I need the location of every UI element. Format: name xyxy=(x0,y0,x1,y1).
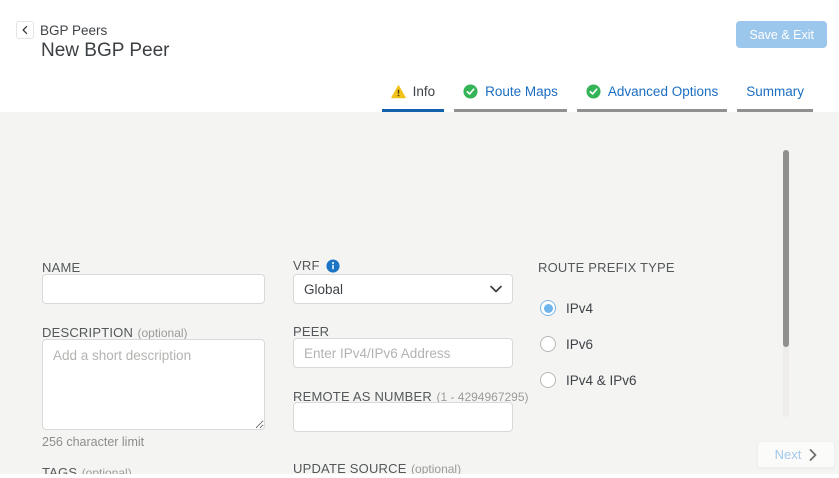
breadcrumb[interactable]: BGP Peers xyxy=(40,23,108,38)
peer-input[interactable] xyxy=(293,338,513,368)
chevron-right-icon xyxy=(809,448,817,461)
bottom-strip xyxy=(0,474,839,478)
page-header: BGP Peers New BGP Peer Save & Exit Info … xyxy=(0,0,839,112)
name-label: NAME xyxy=(42,260,81,275)
info-icon[interactable] xyxy=(326,258,340,273)
chevron-down-icon xyxy=(490,285,502,293)
tab-label: Info xyxy=(412,84,436,99)
check-circle-icon xyxy=(463,84,478,99)
scrollbar-track[interactable] xyxy=(783,150,789,417)
description-helper: 256 character limit xyxy=(42,435,145,449)
update-source-label: UPDATE SOURCE (optional) xyxy=(293,461,462,476)
remote-as-input[interactable] xyxy=(293,402,513,432)
tab-route-maps[interactable]: Route Maps xyxy=(454,84,567,112)
check-circle-icon xyxy=(586,84,601,99)
description-label: DESCRIPTION (optional) xyxy=(42,325,188,340)
peer-label: PEER xyxy=(293,324,330,339)
tab-bar: Info Route Maps Advanced Options Summary xyxy=(381,84,813,112)
vrf-label: VRF xyxy=(293,258,340,273)
tab-advanced-options[interactable]: Advanced Options xyxy=(576,84,728,112)
scrollbar-thumb[interactable] xyxy=(783,150,789,347)
tab-label: Summary xyxy=(746,84,804,99)
next-button[interactable]: Next xyxy=(757,441,835,468)
warning-icon xyxy=(390,84,406,99)
back-button[interactable] xyxy=(16,21,34,39)
tab-label: Route Maps xyxy=(485,84,558,99)
radio-option-ipv6[interactable]: IPv6 xyxy=(540,336,593,352)
radio-option-ipv4[interactable]: IPv4 xyxy=(540,300,593,316)
tab-info[interactable]: Info xyxy=(381,84,445,112)
tab-label: Advanced Options xyxy=(607,84,719,99)
vrf-selected-value: Global xyxy=(304,281,344,297)
radio-button-icon[interactable] xyxy=(540,300,556,316)
radio-button-icon[interactable] xyxy=(540,336,556,352)
vrf-select[interactable]: Global xyxy=(293,274,513,304)
radio-button-icon[interactable] xyxy=(540,372,556,388)
tab-summary[interactable]: Summary xyxy=(737,84,813,112)
save-exit-button[interactable]: Save & Exit xyxy=(736,21,827,48)
form-content: NAME DESCRIPTION (optional) 256 characte… xyxy=(0,112,839,478)
remote-as-label: REMOTE AS NUMBER (1 - 4294967295) xyxy=(293,389,529,404)
radio-option-ipv4-ipv6[interactable]: IPv4 & IPv6 xyxy=(540,372,637,388)
description-textarea[interactable] xyxy=(42,339,265,430)
chevron-left-icon xyxy=(20,25,30,35)
route-prefix-type-label: ROUTE PREFIX TYPE xyxy=(538,260,675,275)
page-title: New BGP Peer xyxy=(41,40,170,61)
name-input[interactable] xyxy=(42,274,265,304)
